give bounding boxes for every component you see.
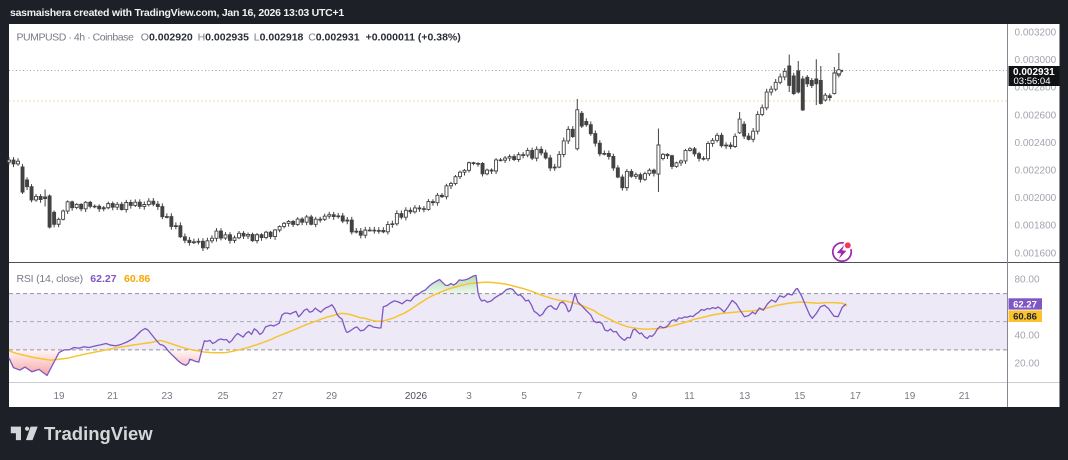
svg-text:21: 21 xyxy=(959,391,971,402)
svg-text:29: 29 xyxy=(326,391,338,402)
svg-text:23: 23 xyxy=(161,391,173,402)
svg-text:5: 5 xyxy=(521,391,527,402)
svg-text:0.002400: 0.002400 xyxy=(1015,138,1057,149)
svg-text:80.00: 80.00 xyxy=(1015,274,1040,285)
svg-text:15: 15 xyxy=(794,391,806,402)
svg-text:7: 7 xyxy=(577,391,583,402)
svg-text:9: 9 xyxy=(632,391,638,402)
svg-text:21: 21 xyxy=(107,391,119,402)
svg-text:20.00: 20.00 xyxy=(1015,358,1040,369)
svg-text:60.86: 60.86 xyxy=(1013,312,1037,323)
svg-text:TradingView: TradingView xyxy=(44,423,153,444)
svg-text:25: 25 xyxy=(217,391,229,402)
svg-text:RSI (14, close): RSI (14, close) xyxy=(17,273,83,285)
svg-text:11: 11 xyxy=(684,391,695,402)
svg-text:0.002800: 0.002800 xyxy=(1015,83,1057,94)
svg-text:40.00: 40.00 xyxy=(1015,330,1040,341)
svg-text:0.002000: 0.002000 xyxy=(1015,193,1057,204)
svg-text:19: 19 xyxy=(53,391,65,402)
svg-text:0.002200: 0.002200 xyxy=(1015,166,1057,177)
svg-text:13: 13 xyxy=(739,391,751,402)
svg-text:27: 27 xyxy=(272,391,284,402)
svg-text:0.002931: 0.002931 xyxy=(1013,67,1055,78)
svg-text:03:56:04: 03:56:04 xyxy=(1014,76,1051,87)
svg-text:62.27: 62.27 xyxy=(90,273,116,285)
svg-text:PUMPUSD · 4h · Coinbase: PUMPUSD · 4h · Coinbase xyxy=(17,32,134,44)
svg-text:0.001600: 0.001600 xyxy=(1015,248,1057,259)
svg-text:0.003200: 0.003200 xyxy=(1015,28,1057,39)
svg-text:62.27: 62.27 xyxy=(1013,299,1037,310)
svg-text:17: 17 xyxy=(850,391,862,402)
svg-text:sasmaishera created with Tradi: sasmaishera created with TradingView.com… xyxy=(10,7,344,19)
svg-text:60.86: 60.86 xyxy=(124,273,150,285)
svg-text:0.003000: 0.003000 xyxy=(1015,55,1057,66)
svg-text:0.001800: 0.001800 xyxy=(1015,221,1057,232)
svg-text:0.002600: 0.002600 xyxy=(1015,110,1057,121)
svg-text:2026: 2026 xyxy=(405,391,428,402)
svg-text:3: 3 xyxy=(466,391,472,402)
svg-text:19: 19 xyxy=(904,391,916,402)
